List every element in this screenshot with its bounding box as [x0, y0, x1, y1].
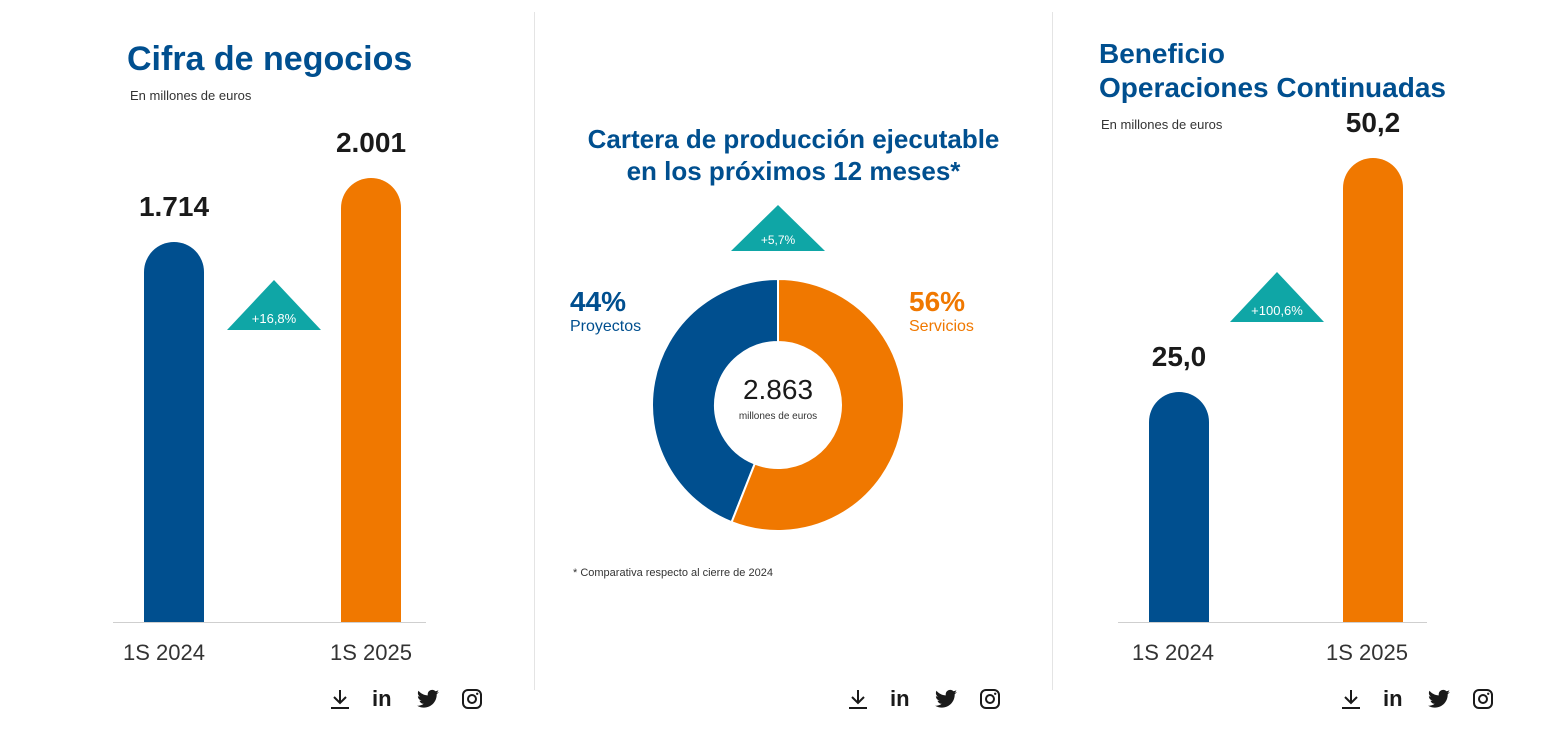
revenue-value-label-0: 1.714 — [138, 191, 210, 223]
profit-bar-1 — [1343, 158, 1403, 623]
revenue-bar-1 — [341, 178, 401, 623]
profit-value-label-0: 25,0 — [1151, 340, 1207, 372]
backlog-growth-badge: +5,7% — [731, 205, 825, 255]
profit-panel: Beneficio Operaciones Continuadas En mil… — [1053, 0, 1565, 743]
instagram-icon[interactable] — [1471, 687, 1495, 711]
profit-title-line-2: Operaciones Continuadas — [1099, 72, 1446, 103]
revenue-axis-baseline — [113, 622, 426, 623]
profit-x-label-1: 1S 2025 — [1326, 640, 1408, 665]
revenue-x-label-1: 1S 2025 — [330, 640, 412, 665]
profit-axis-baseline — [1118, 622, 1427, 623]
slice-label-servicios-name: Servicios — [909, 318, 974, 335]
profit-bar-0 — [1149, 391, 1209, 623]
download-icon[interactable] — [846, 687, 870, 711]
panel-divider — [534, 12, 535, 690]
linkedin-icon[interactable]: in — [1383, 686, 1403, 711]
slice-label-proyectos-name: Proyectos — [570, 318, 642, 335]
profit-x-label-0: 1S 2024 — [1132, 640, 1214, 665]
profit-title-line-1: Beneficio — [1099, 38, 1226, 69]
revenue-subtitle: En millones de euros — [130, 88, 252, 103]
linkedin-icon[interactable]: in — [372, 686, 392, 711]
profit-subtitle: En millones de euros — [1101, 117, 1223, 132]
download-icon[interactable] — [328, 687, 352, 711]
twitter-icon[interactable] — [934, 687, 958, 711]
donut-center-unit: millones de euros — [738, 411, 818, 422]
donut-slice-proyectos — [651, 277, 779, 524]
donut-center-value: 2.863 — [742, 374, 814, 405]
revenue-title: Cifra de negocios — [127, 40, 413, 78]
twitter-icon[interactable] — [416, 687, 440, 711]
instagram-icon[interactable] — [978, 687, 1002, 711]
revenue-share-bar: in — [328, 686, 484, 712]
revenue-growth-badge: +16,8% — [227, 280, 321, 330]
download-icon[interactable] — [1339, 687, 1363, 711]
backlog-footnote: * Comparativa respecto al cierre de 2024 — [573, 567, 773, 579]
backlog-title-line-2: en los próximos 12 meses* — [626, 156, 961, 186]
revenue-x-label-0: 1S 2024 — [123, 640, 205, 665]
revenue-bar-0 — [144, 242, 204, 623]
backlog-title-line-1: Cartera de producción ejecutable — [587, 124, 1000, 154]
backlog-share-bar: in — [846, 686, 1002, 712]
profit-share-bar: in — [1339, 686, 1495, 712]
revenue-growth-label: +16,8% — [251, 311, 297, 326]
profit-value-label-1: 50,2 — [1345, 107, 1401, 139]
triangle-up-icon — [731, 205, 825, 251]
twitter-icon[interactable] — [1427, 687, 1451, 711]
slice-label-servicios-pct: 56% — [909, 286, 966, 317]
triangle-up-icon — [1230, 272, 1324, 322]
instagram-icon[interactable] — [460, 687, 484, 711]
linkedin-icon[interactable]: in — [890, 686, 910, 711]
panel-divider — [1052, 12, 1053, 690]
donut-slice-servicios — [730, 277, 905, 532]
backlog-panel: Cartera de producción ejecutable en los … — [535, 0, 1052, 743]
backlog-growth-label: +5,7% — [760, 233, 796, 247]
revenue-panel: Cifra de negocios En millones de euros 1… — [0, 0, 534, 743]
slice-label-proyectos-pct: 44% — [570, 286, 627, 317]
profit-growth-label: +100,6% — [1251, 303, 1303, 318]
revenue-value-label-1: 2.001 — [335, 127, 407, 159]
triangle-up-icon — [227, 280, 321, 330]
backlog-donut-chart — [651, 277, 905, 532]
profit-growth-badge: +100,6% — [1230, 272, 1324, 322]
